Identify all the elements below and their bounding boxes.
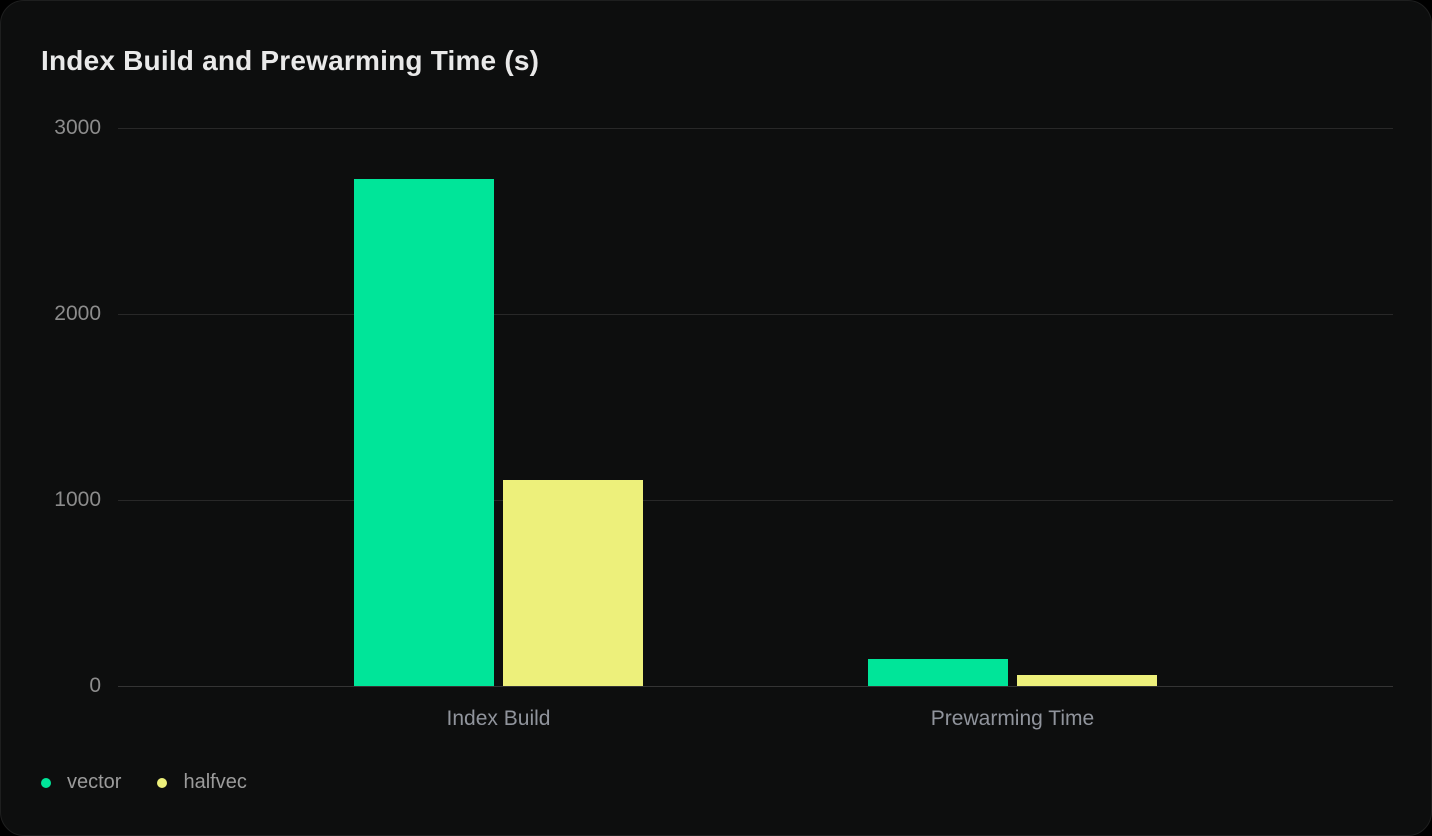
bar-halfvec-index-build[interactable] — [503, 479, 643, 686]
bar-vector-prewarming-time[interactable] — [868, 659, 1008, 686]
legend-dot-vector — [41, 777, 51, 788]
plot-area — [118, 127, 1393, 687]
chart-title: Index Build and Prewarming Time (s) — [41, 45, 540, 76]
x-category-label-index-build: Index Build — [446, 707, 551, 730]
gridline-0 — [118, 685, 1393, 687]
legend-item-vector[interactable]: vector — [41, 771, 121, 794]
y-tick-label-2000: 2000 — [54, 302, 101, 325]
y-tick-label-1000: 1000 — [54, 488, 101, 511]
legend: vector halfvec — [41, 771, 247, 794]
legend-label-halfvec: halfvec — [183, 771, 247, 793]
gridline-2000 — [118, 313, 1393, 315]
gridline-1000 — [118, 499, 1393, 501]
bar-halfvec-prewarming-time[interactable] — [1017, 674, 1157, 686]
x-category-label-prewarming-time: Prewarming Time — [930, 707, 1095, 730]
bar-vector-index-build[interactable] — [354, 179, 494, 686]
y-tick-label-0: 0 — [89, 674, 101, 697]
legend-item-halfvec[interactable]: halfvec — [157, 771, 247, 794]
legend-dot-halfvec — [157, 777, 168, 788]
legend-label-vector: vector — [67, 771, 122, 793]
y-tick-label-3000: 3000 — [54, 116, 101, 139]
gridline-3000 — [118, 127, 1393, 129]
